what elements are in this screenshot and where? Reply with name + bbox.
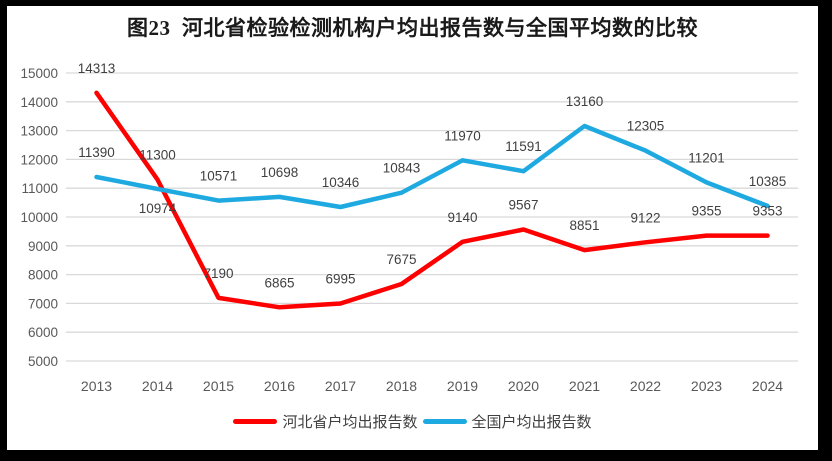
legend-swatch-hebei-icon <box>233 418 278 424</box>
data-label: 9122 <box>630 210 660 225</box>
data-label: 13160 <box>566 94 604 109</box>
y-tick-label: 6000 <box>28 325 58 340</box>
data-label: 10346 <box>322 175 360 190</box>
x-tick-label: 2024 <box>752 378 783 394</box>
x-tick-label: 2014 <box>142 378 173 394</box>
y-tick-label: 14000 <box>20 95 58 110</box>
data-label: 10974 <box>139 201 177 216</box>
y-tick-label: 12000 <box>20 152 58 167</box>
data-label: 9140 <box>447 210 477 225</box>
data-label: 11300 <box>139 148 176 163</box>
legend-label-hebei: 河北省户均出报告数 <box>282 413 418 431</box>
x-tick-label: 2021 <box>569 378 600 394</box>
data-label: 10571 <box>200 169 238 184</box>
series-line-0 <box>94 90 770 310</box>
x-tick-label: 2018 <box>386 378 417 394</box>
data-label: 10385 <box>749 174 787 189</box>
data-label: 11390 <box>78 145 115 160</box>
data-label: 7675 <box>386 252 416 267</box>
y-tick-label: 11000 <box>21 181 58 196</box>
data-label: 11970 <box>444 128 481 143</box>
legend-label-national: 全国户均出报告数 <box>471 413 592 431</box>
x-tick-label: 2019 <box>447 378 478 394</box>
y-tick-label: 8000 <box>28 268 58 283</box>
data-label: 14313 <box>78 61 116 76</box>
chart-canvas <box>7 6 818 450</box>
x-tick-label: 2016 <box>264 378 295 394</box>
y-tick-label: 5000 <box>28 354 58 369</box>
chart-title: 图23 河北省检验检测机构户均出报告数与全国平均数的比较 <box>127 16 698 40</box>
y-tick-label: 7000 <box>28 296 58 311</box>
x-tick-label: 2020 <box>508 378 539 394</box>
data-label: 8851 <box>569 218 599 233</box>
y-tick-label: 15000 <box>20 66 58 81</box>
x-tick-label: 2022 <box>630 378 661 394</box>
data-label: 9355 <box>691 204 721 219</box>
data-label: 9567 <box>508 197 538 212</box>
y-tick-label: 10000 <box>20 210 58 225</box>
data-label: 11591 <box>505 139 542 154</box>
data-label: 6995 <box>325 272 355 287</box>
data-label: 7190 <box>203 266 233 281</box>
x-tick-label: 2017 <box>325 378 356 394</box>
legend-swatch-national-icon <box>422 418 467 424</box>
data-label: 9353 <box>752 204 782 219</box>
x-tick-label: 2023 <box>691 378 722 394</box>
data-label: 6865 <box>264 275 294 290</box>
x-tick-label: 2015 <box>203 378 234 394</box>
series-line-1 <box>94 123 770 210</box>
y-tick-label: 9000 <box>28 239 58 254</box>
data-label: 10843 <box>383 161 421 176</box>
chart-legend: 河北省户均出报告数 全国户均出报告数 <box>7 411 818 431</box>
y-tick-label: 13000 <box>20 124 58 139</box>
x-tick-label: 2013 <box>81 378 112 394</box>
data-label: 12305 <box>627 119 665 134</box>
data-label: 10698 <box>261 165 299 180</box>
data-label: 11201 <box>688 150 725 165</box>
